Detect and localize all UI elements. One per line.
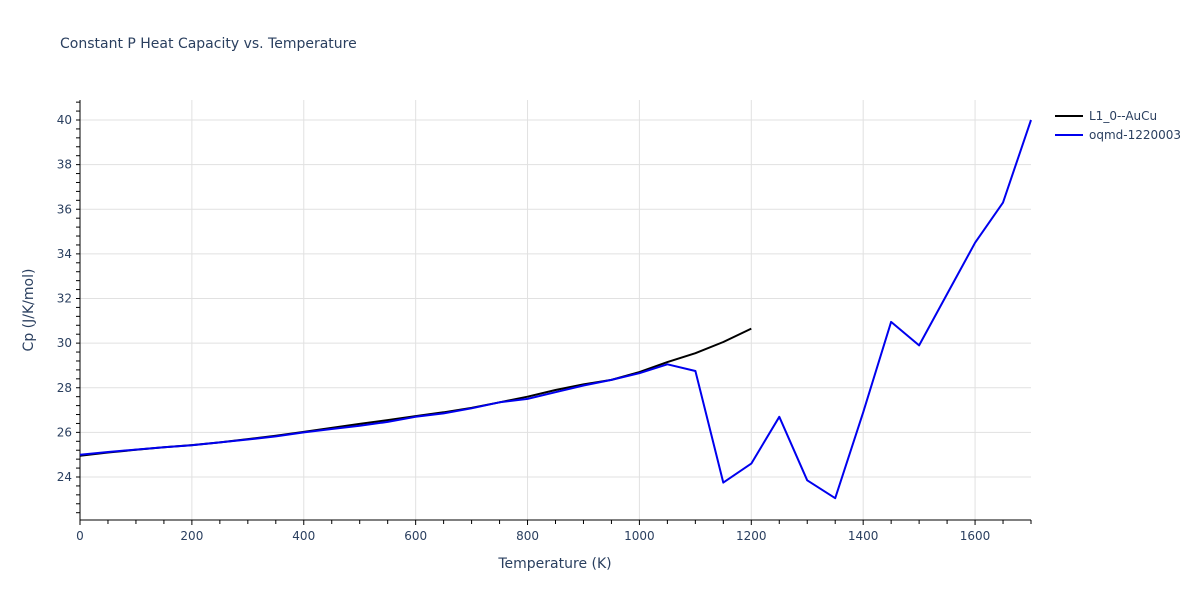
series-line-oqmd-1220003[interactable] [79,119,1032,500]
y-tick-label: 32 [57,292,72,306]
x-tick-label: 800 [516,529,539,543]
grid-lines [80,100,1031,520]
y-tick-label: 26 [57,425,72,439]
x-tick-label: 0 [76,529,84,543]
x-tick-label: 1000 [624,529,655,543]
y-tick-label: 30 [57,336,72,350]
y-tick-label: 28 [57,381,72,395]
y-tick-label: 38 [57,158,72,172]
legend: L1_0--AuCu oqmd-1220003 [1055,106,1181,144]
x-tick-label: 1200 [736,529,767,543]
y-tick-label: 36 [57,202,72,216]
legend-label: oqmd-1220003 [1089,127,1182,142]
line-swatch-icon [1055,133,1083,136]
y-axis-title: Cp (J/K/mol) [21,269,37,352]
line-swatch-icon [1055,114,1083,117]
y-tick-label: 40 [57,113,72,127]
legend-item-l1-0-aucu[interactable]: L1_0--AuCu [1055,106,1181,125]
legend-item-oqmd-1220003[interactable]: oqmd-1220003 [1055,125,1181,144]
legend-label: L1_0--AuCu [1089,108,1158,123]
x-tick-label: 200 [180,529,203,543]
x-tick-label: 1400 [848,529,879,543]
y-tick-label: 34 [57,247,72,261]
chart-title: Constant P Heat Capacity vs. Temperature [60,36,357,52]
x-tick-label: 1600 [960,529,991,543]
x-tick-label: 400 [292,529,315,543]
axes: 0 200 400 600 800 1000 1200 1400 1600 24 26 28 30 32 3… [57,100,1032,543]
y-tick-label: 24 [57,470,72,484]
x-tick-label: 600 [404,529,427,543]
data-series [79,119,1032,500]
x-axis-title: Temperature (K) [497,556,611,572]
